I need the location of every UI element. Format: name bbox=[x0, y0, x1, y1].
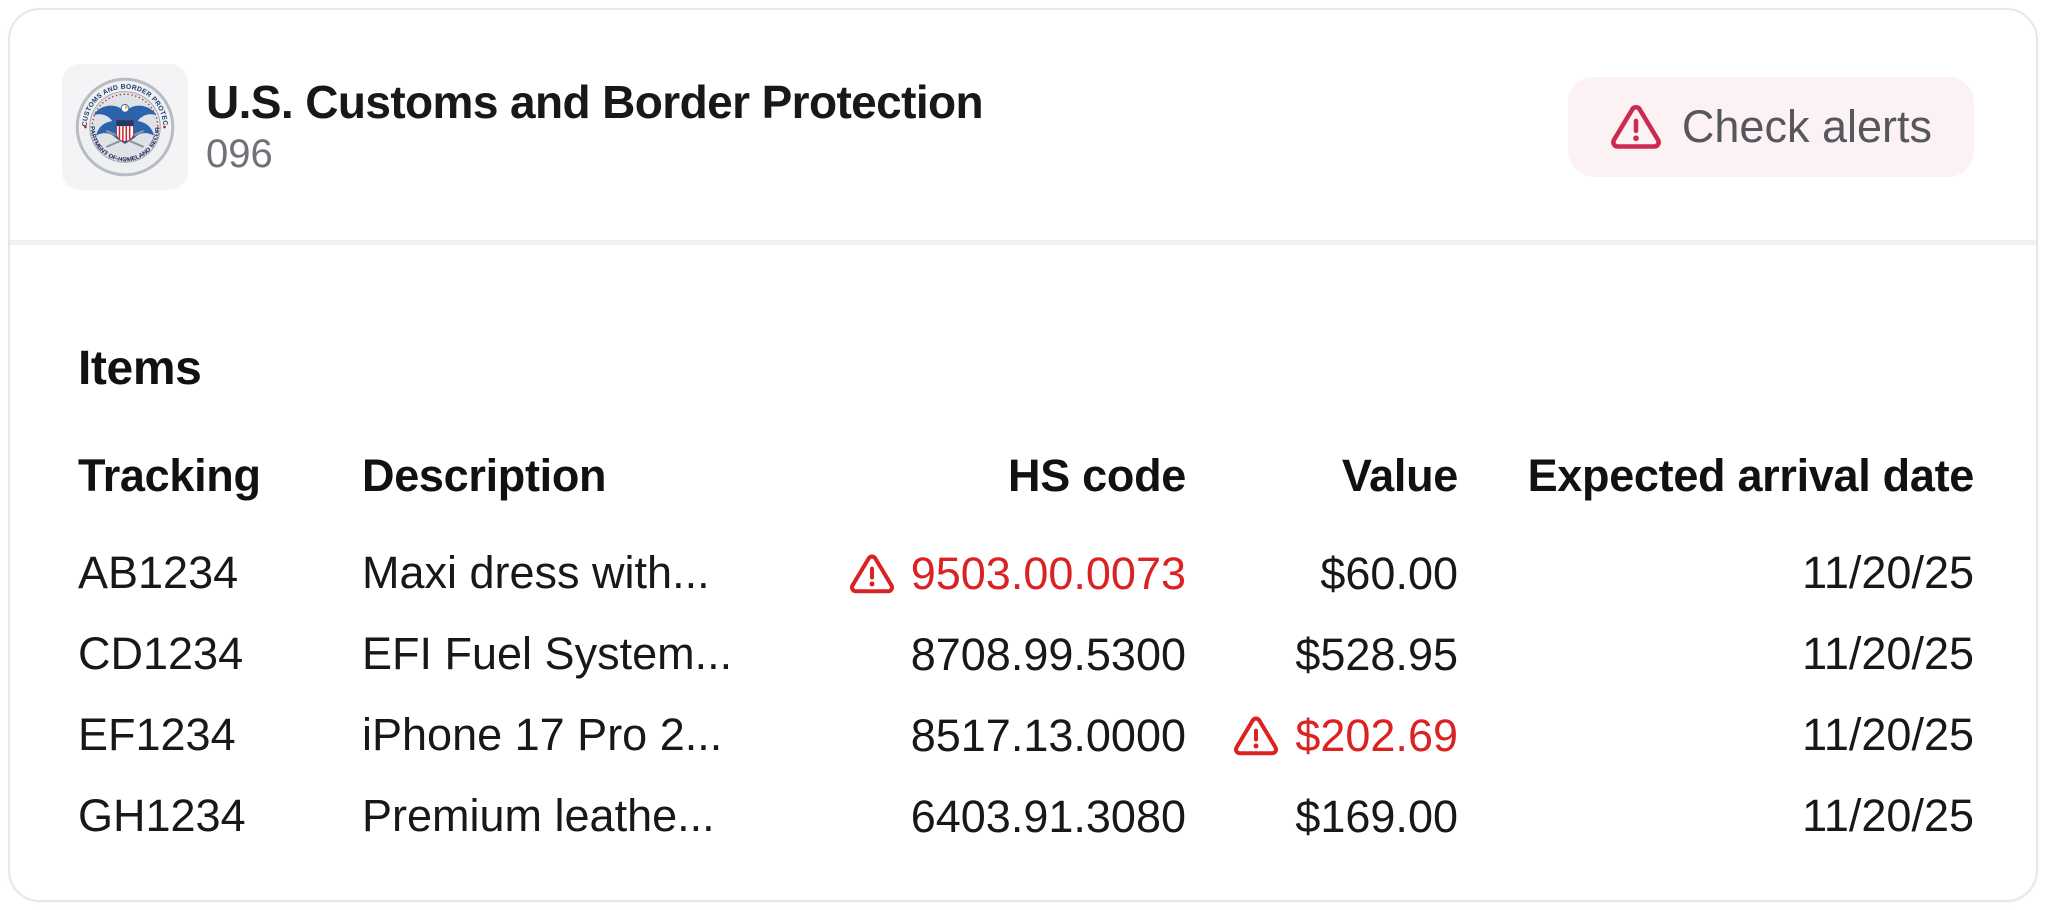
cell-arrival: 11/20/25 bbox=[1802, 546, 1974, 598]
page-title: U.S. Customs and Border Protection bbox=[206, 75, 984, 128]
header-divider bbox=[10, 240, 2036, 245]
cell-value: $169.00 bbox=[1186, 775, 1458, 856]
hs-code-text: 9503.00.0073 bbox=[910, 548, 1186, 600]
cbp-card: U.S. CUSTOMS AND BORDER PROTECTION DEPAR… bbox=[8, 8, 2038, 902]
cell-tracking: GH1234 bbox=[78, 789, 246, 841]
cell-tracking: EF1234 bbox=[78, 708, 236, 760]
col-header-tracking: Tracking bbox=[78, 450, 261, 501]
entry-number: 096 bbox=[206, 132, 273, 177]
title-block: U.S. Customs and Border Protection 096 bbox=[206, 75, 984, 179]
cell-hs-code: 8708.99.5300 bbox=[782, 613, 1186, 694]
cell-arrival: 11/20/25 bbox=[1802, 789, 1974, 841]
value-text: $202.69 bbox=[1295, 710, 1458, 762]
cell-tracking: AB1234 bbox=[78, 546, 239, 598]
col-header-value: Value bbox=[1341, 450, 1458, 501]
table-row: EF1234 iPhone 17 Pro 2... 8517.13.0000 $… bbox=[78, 694, 1974, 775]
cbp-seal-icon: U.S. CUSTOMS AND BORDER PROTECTION DEPAR… bbox=[74, 76, 175, 177]
cell-description: Premium leathe... bbox=[362, 789, 715, 841]
value-text: $528.95 bbox=[1295, 629, 1458, 681]
cell-value: $60.00 bbox=[1186, 532, 1458, 613]
items-heading: Items bbox=[78, 342, 202, 395]
cell-hs-code: 8517.13.0000 bbox=[782, 694, 1186, 775]
card-header: U.S. CUSTOMS AND BORDER PROTECTION DEPAR… bbox=[10, 10, 2036, 240]
table-header-row: Tracking Description HS code Value Expec… bbox=[78, 450, 1974, 532]
cell-description: iPhone 17 Pro 2... bbox=[362, 708, 723, 760]
hs-code-text: 6403.91.3080 bbox=[910, 791, 1186, 843]
value-text: $169.00 bbox=[1295, 791, 1458, 843]
col-header-description: Description bbox=[362, 450, 607, 501]
cell-description: Maxi dress with... bbox=[362, 546, 710, 598]
cell-value: $202.69 bbox=[1186, 694, 1458, 775]
warning-triangle-icon bbox=[849, 551, 895, 597]
cell-arrival: 11/20/25 bbox=[1802, 627, 1974, 679]
col-header-arrival: Expected arrival date bbox=[1527, 450, 1975, 501]
cbp-seal-logo: U.S. CUSTOMS AND BORDER PROTECTION DEPAR… bbox=[62, 64, 188, 190]
col-header-hs-code: HS code bbox=[1008, 450, 1186, 501]
cell-hs-code: 9503.00.0073 bbox=[782, 532, 1186, 613]
cell-tracking: CD1234 bbox=[78, 627, 244, 679]
hs-code-text: 8517.13.0000 bbox=[910, 710, 1186, 762]
cell-arrival: 11/20/25 bbox=[1802, 708, 1974, 760]
warning-triangle-icon bbox=[1610, 101, 1662, 153]
items-table: Tracking Description HS code Value Expec… bbox=[78, 450, 1974, 856]
table-row: CD1234 EFI Fuel System... 8708.99.5300 $… bbox=[78, 613, 1974, 694]
table-row: AB1234 Maxi dress with... 9503.00.0073 $… bbox=[78, 532, 1974, 613]
check-alerts-label: Check alerts bbox=[1681, 101, 1932, 152]
check-alerts-button[interactable]: Check alerts bbox=[1567, 77, 1974, 177]
cell-hs-code: 6403.91.3080 bbox=[782, 775, 1186, 856]
value-text: $60.00 bbox=[1320, 548, 1458, 600]
table-row: GH1234 Premium leathe... 6403.91.3080 $1… bbox=[78, 775, 1974, 856]
items-section: Items Tracking Description HS code Value… bbox=[10, 245, 2036, 900]
warning-triangle-icon bbox=[1233, 713, 1279, 759]
cell-description: EFI Fuel System... bbox=[362, 627, 733, 679]
cell-value: $528.95 bbox=[1186, 613, 1458, 694]
hs-code-text: 8708.99.5300 bbox=[910, 629, 1186, 681]
